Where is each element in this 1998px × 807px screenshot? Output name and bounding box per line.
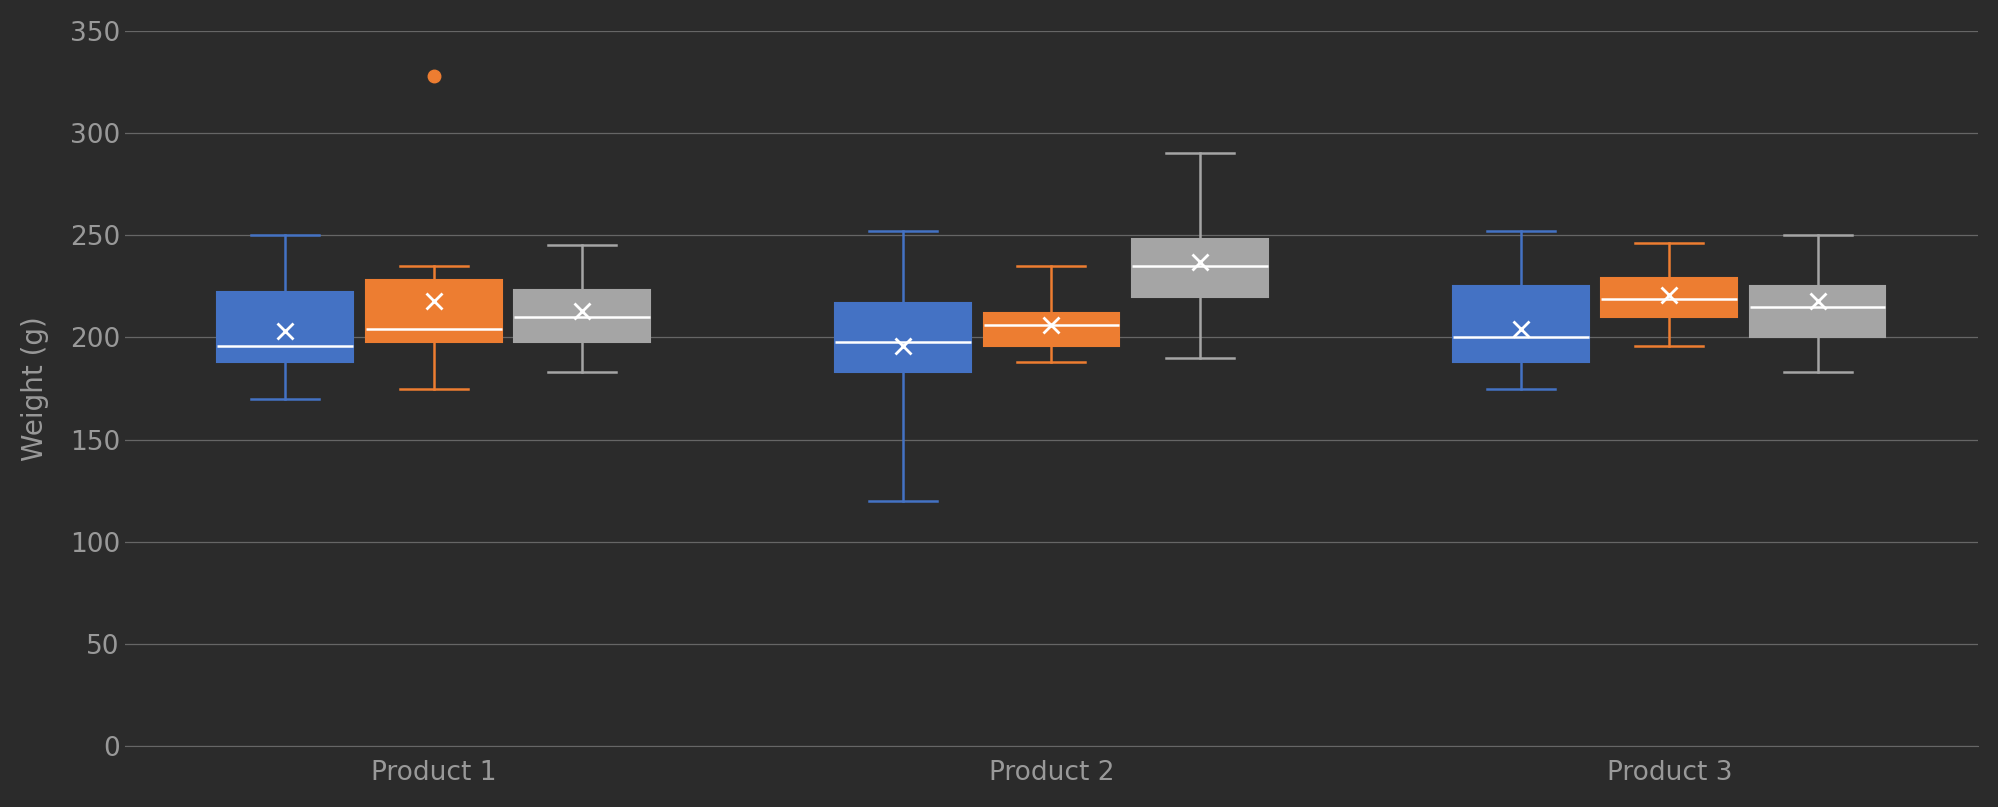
- PathPatch shape: [218, 292, 354, 362]
- PathPatch shape: [1131, 240, 1267, 296]
- Y-axis label: Weight (g): Weight (g): [20, 316, 48, 461]
- PathPatch shape: [513, 291, 649, 341]
- PathPatch shape: [1748, 286, 1884, 337]
- PathPatch shape: [835, 303, 971, 372]
- PathPatch shape: [1600, 278, 1736, 317]
- PathPatch shape: [366, 280, 501, 341]
- PathPatch shape: [1453, 286, 1588, 362]
- PathPatch shape: [983, 313, 1119, 345]
